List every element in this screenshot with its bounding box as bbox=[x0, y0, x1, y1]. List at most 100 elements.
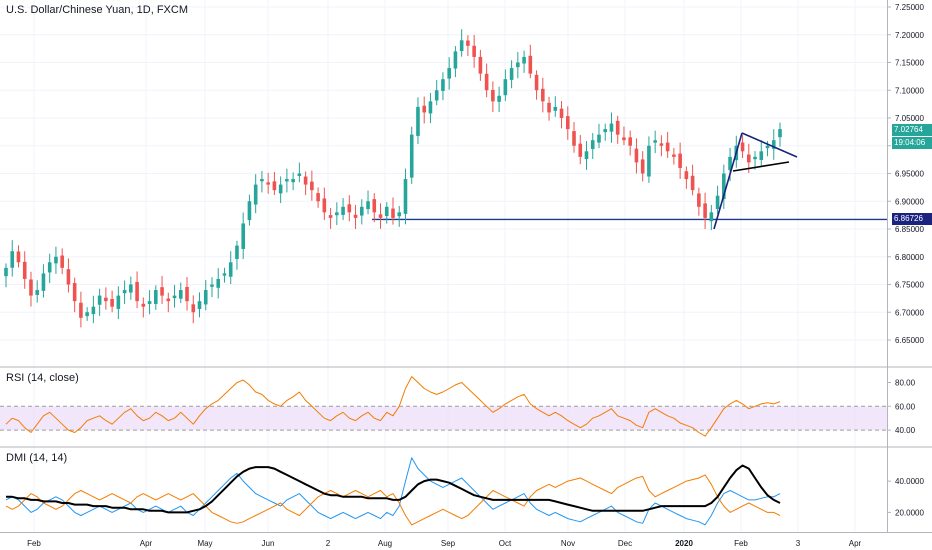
upper-trendline bbox=[741, 132, 798, 158]
candle bbox=[247, 201, 252, 221]
candle bbox=[665, 142, 670, 152]
candle bbox=[347, 204, 352, 213]
candle bbox=[335, 212, 339, 216]
dmi-tick-label: 40.0000 bbox=[895, 477, 924, 486]
candle bbox=[391, 208, 395, 218]
candle bbox=[216, 278, 221, 288]
candle bbox=[47, 262, 52, 273]
time-tick-label: Aug bbox=[378, 539, 392, 548]
pane-separators[interactable] bbox=[0, 0, 932, 533]
time-tick-label: Sep bbox=[441, 539, 456, 548]
candle bbox=[16, 251, 21, 263]
candle bbox=[759, 151, 764, 161]
candle bbox=[416, 106, 420, 136]
time-tick-label: 2020 bbox=[675, 539, 693, 548]
candle bbox=[135, 281, 139, 302]
candle bbox=[709, 212, 714, 222]
candle bbox=[241, 223, 245, 249]
candle bbox=[703, 203, 707, 218]
candle bbox=[272, 181, 277, 191]
candle bbox=[728, 156, 732, 171]
candle bbox=[285, 179, 289, 182]
price-tick-label: 6.85000 bbox=[895, 225, 924, 234]
candle bbox=[740, 142, 745, 152]
candle bbox=[203, 290, 208, 305]
candle bbox=[60, 255, 64, 268]
time-tick-label: Nov bbox=[561, 539, 575, 548]
candle bbox=[553, 106, 558, 111]
candle bbox=[453, 51, 458, 69]
candle bbox=[154, 290, 158, 304]
candle bbox=[79, 302, 83, 318]
adx-line bbox=[6, 464, 781, 514]
time-tick-label: Dec bbox=[618, 539, 632, 548]
time-tick-label: Feb bbox=[27, 539, 41, 548]
candle bbox=[328, 215, 333, 218]
rsi-line bbox=[5, 376, 781, 437]
time-tick-label: 2 bbox=[326, 539, 331, 548]
time-tick-label: May bbox=[197, 539, 212, 548]
candle bbox=[409, 134, 414, 178]
candle bbox=[615, 120, 620, 135]
candle bbox=[141, 303, 146, 307]
symbol-title: U.S. Dollar/Chinese Yuan, 1D, FXCM bbox=[6, 4, 188, 16]
candle bbox=[459, 40, 464, 52]
price-tick-label: 7.05000 bbox=[895, 114, 924, 123]
candle bbox=[397, 212, 402, 217]
time-tick-label: 3 bbox=[796, 539, 801, 548]
rsi-series bbox=[5, 376, 781, 437]
price-tick-label: 7.20000 bbox=[895, 31, 924, 40]
candle bbox=[29, 279, 33, 296]
rsi-label: RSI (14, close) bbox=[6, 372, 79, 384]
candle bbox=[85, 312, 89, 317]
rsi-band-fill bbox=[0, 406, 887, 431]
candle bbox=[634, 148, 639, 163]
candle bbox=[771, 140, 776, 149]
candle bbox=[765, 145, 770, 149]
candle bbox=[609, 123, 614, 132]
candle bbox=[672, 154, 676, 157]
price-tick-label: 6.75000 bbox=[895, 281, 924, 290]
time-tick-label: Feb bbox=[734, 539, 748, 548]
candle bbox=[353, 214, 358, 218]
candle bbox=[104, 297, 108, 302]
candle bbox=[260, 179, 264, 182]
candle bbox=[590, 140, 595, 149]
candle bbox=[172, 295, 177, 299]
candle bbox=[559, 108, 564, 118]
candle bbox=[472, 45, 476, 57]
candle bbox=[310, 181, 314, 191]
time-axis[interactable]: Feb Apr May Jun 2 Aug Sep Oct Nov Dec 2020 Feb 3 Apr bbox=[27, 539, 861, 548]
last-price-label: 7.02764 bbox=[892, 124, 932, 137]
candlestick-series bbox=[4, 29, 782, 328]
candle bbox=[191, 304, 196, 313]
rsi-tick-label: 60.00 bbox=[895, 402, 916, 411]
candle bbox=[428, 101, 433, 114]
candle bbox=[753, 156, 757, 160]
candle bbox=[97, 295, 102, 305]
candle bbox=[541, 88, 545, 102]
candle bbox=[484, 73, 489, 91]
candle bbox=[110, 298, 114, 307]
candle bbox=[147, 301, 152, 304]
candle bbox=[66, 269, 71, 285]
candle bbox=[628, 137, 632, 146]
candle bbox=[10, 251, 15, 268]
rsi-band bbox=[0, 405, 887, 431]
candle bbox=[478, 56, 483, 74]
candle bbox=[316, 193, 320, 202]
dmi-label: DMI (14, 14) bbox=[6, 452, 68, 464]
triangle-trendlines[interactable] bbox=[713, 132, 798, 230]
candle bbox=[522, 56, 526, 64]
candle bbox=[528, 55, 533, 74]
candle bbox=[722, 173, 726, 200]
candle bbox=[491, 89, 495, 102]
candle bbox=[178, 290, 183, 299]
price-tick-label: 7.10000 bbox=[895, 86, 924, 95]
candle bbox=[210, 284, 214, 287]
countdown-label: 19:04:06 bbox=[892, 137, 932, 150]
price-axis[interactable]: 6.65000 6.70000 6.75000 6.80000 6.85000 6.900… bbox=[887, 3, 924, 517]
time-tick-label: Jun bbox=[262, 539, 275, 548]
candle bbox=[578, 143, 583, 157]
